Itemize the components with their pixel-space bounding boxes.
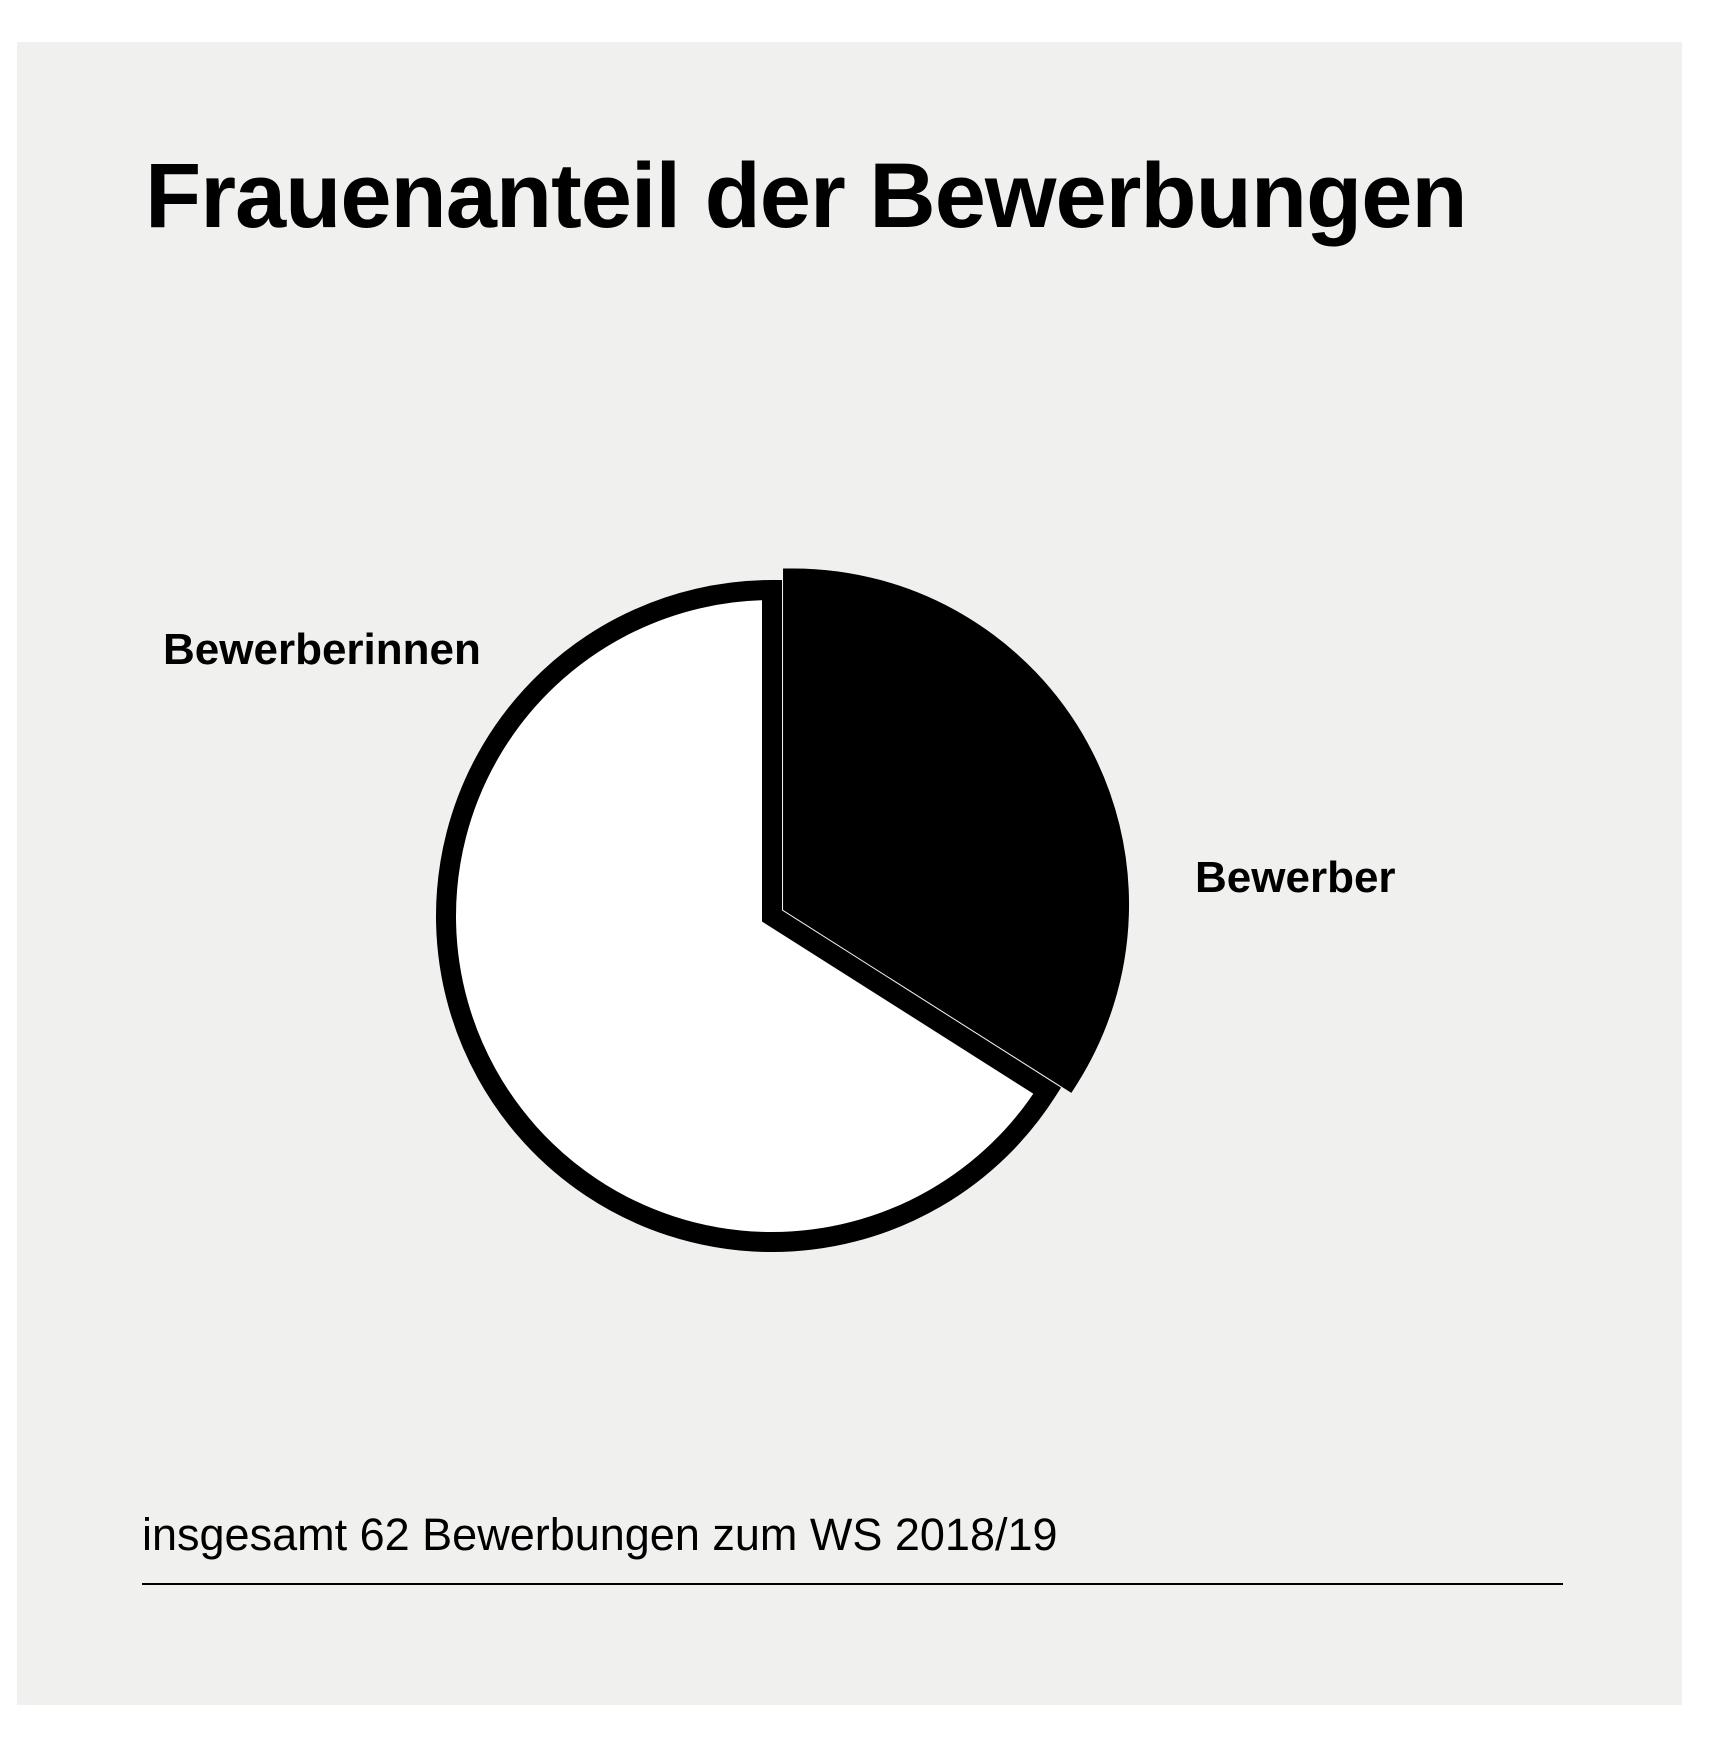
pie-labels: Bewerber Bewerberinnen xyxy=(163,625,1396,902)
pie-slice-bewerberinnen xyxy=(436,579,1062,1252)
footnote-rule xyxy=(142,1583,1563,1585)
slice-label-bewerberinnen: Bewerberinnen xyxy=(163,625,481,674)
slice-label-bewerber: Bewerber xyxy=(1195,853,1396,902)
chart-footnote: insgesamt 62 Bewerbungen zum WS 2018/19 xyxy=(142,1509,1058,1560)
pie-slices xyxy=(436,568,1129,1252)
pie-slice-bewerber xyxy=(783,568,1129,1093)
chart-title: Frauenanteil der Bewerbungen xyxy=(145,145,1468,247)
